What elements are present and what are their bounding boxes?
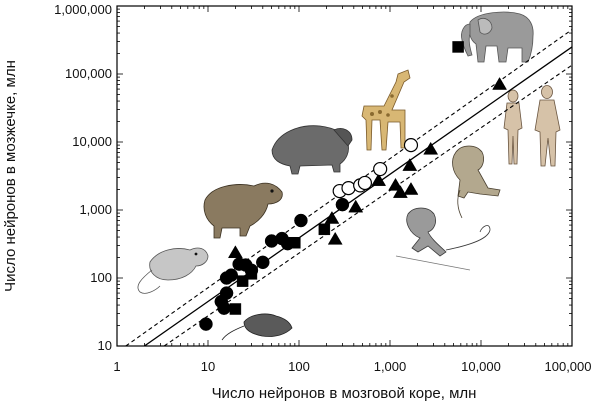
filled-square-point <box>318 223 331 236</box>
filled-triangle-point <box>371 173 387 186</box>
plot-frame <box>116 5 573 347</box>
open-circle-point <box>403 138 419 153</box>
filled-triangle-point <box>388 177 403 191</box>
filled-triangle-point <box>492 77 508 90</box>
baboon-icon <box>452 145 501 219</box>
filled-square-point <box>245 268 258 280</box>
lower-bound-line <box>163 64 572 346</box>
open-circle-point <box>373 161 388 177</box>
y-axis-title: Число нейронов в мозжечке, млн <box>2 60 19 292</box>
filled-circle-point <box>224 268 238 282</box>
filled-triangle-point <box>327 231 343 245</box>
filled-triangle-point <box>324 210 340 224</box>
data-points <box>199 41 508 331</box>
x-tick-label: 10 <box>201 359 215 374</box>
x-tick-label: 100,000 <box>545 359 592 374</box>
filled-circle-point <box>219 286 234 300</box>
agouti-icon <box>203 182 283 239</box>
tick-marks <box>116 5 573 347</box>
x-tick-label: 100 <box>288 359 310 374</box>
giraffe-icon <box>361 69 411 151</box>
filled-square-point <box>236 275 249 287</box>
filled-triangle-point <box>348 199 364 213</box>
y-tick-label: 100,000 <box>65 66 112 81</box>
shrew-icon <box>221 313 293 341</box>
y-tick-labels: 10 100 1,000 10,000 100,000 1,000,000 <box>54 2 112 353</box>
filled-circle-point <box>199 317 213 331</box>
x-tick-label: 1 <box>113 359 120 374</box>
y-tick-label: 1,000,000 <box>54 2 112 17</box>
y-tick-label: 1,000 <box>79 202 112 217</box>
filled-circle-point <box>335 197 350 212</box>
filled-square-point <box>229 303 242 315</box>
filled-circle-point <box>294 213 308 228</box>
filled-square-point <box>289 236 301 249</box>
x-tick-label: 1,000 <box>374 359 407 374</box>
filled-circle-point <box>256 255 270 270</box>
humans-icon <box>503 85 561 167</box>
filled-triangle-point <box>403 182 419 195</box>
x-tick-label: 10,000 <box>461 359 501 374</box>
y-tick-label: 10 <box>98 338 112 353</box>
capybara-icon <box>271 125 353 175</box>
filled-triangle-point <box>423 141 439 155</box>
open-circle-point <box>341 180 356 196</box>
filled-triangle-point <box>227 245 243 259</box>
x-axis-title: Число нейронов в мозговой коре, млн <box>212 385 477 402</box>
filled-circle-point <box>217 301 231 315</box>
y-tick-label: 100 <box>90 270 112 285</box>
regression-line <box>144 46 572 346</box>
elephant-icon <box>461 11 534 63</box>
x-tick-labels: 1 10 100 1,000 10,000 100,000 <box>113 359 591 374</box>
y-tick-label: 10,000 <box>72 134 112 149</box>
mouse-icon <box>137 247 209 294</box>
filled-square-point <box>452 41 464 53</box>
open-circle-point <box>357 175 373 191</box>
filled-triangle-point <box>402 158 418 171</box>
illustrations <box>137 11 561 341</box>
monkey-icon <box>395 207 491 271</box>
